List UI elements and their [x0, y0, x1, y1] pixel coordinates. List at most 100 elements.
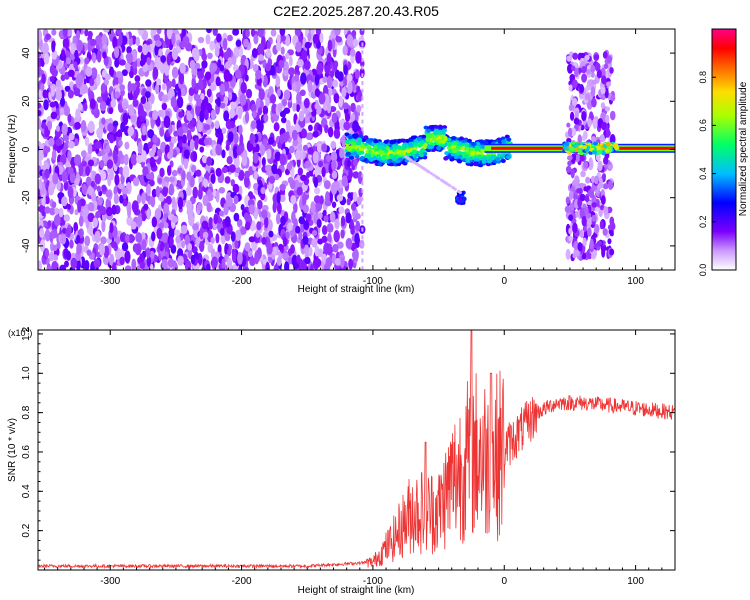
carrier-blob: [582, 145, 588, 150]
noise-cell: [127, 80, 132, 94]
noise-cell: [160, 55, 167, 63]
noise-cell: [316, 218, 322, 228]
noise-cell: [326, 223, 334, 233]
noise-cell: [223, 203, 229, 216]
noise-cell: [155, 185, 161, 198]
noise-cell: [168, 183, 174, 196]
noise-cell: [304, 265, 309, 270]
noise-cell: [197, 119, 203, 133]
noise-cell: [319, 32, 324, 44]
carrier-cell: [463, 154, 469, 159]
noise-cell: [146, 56, 151, 66]
noise-cell: [310, 29, 315, 37]
noise-cell: [202, 194, 209, 207]
noise-cell: [226, 155, 233, 165]
carrier-cell: [425, 137, 431, 142]
noise-cell: [355, 220, 361, 232]
band-cell: [585, 68, 592, 75]
noise-cell: [231, 92, 237, 102]
noise-cell: [240, 203, 245, 211]
band-cell: [586, 227, 592, 237]
noise-cell: [96, 96, 103, 103]
noise-cell: [354, 232, 360, 245]
noise-cell: [303, 115, 310, 124]
noise-cell: [307, 80, 313, 93]
noise-cell: [112, 225, 118, 239]
noise-cell: [113, 193, 120, 205]
noise-cell: [121, 242, 129, 252]
noise-cell: [268, 230, 274, 238]
noise-cell: [275, 212, 281, 225]
noise-cell: [61, 196, 68, 207]
noise-cell: [313, 187, 321, 195]
noise-cell: [224, 216, 231, 228]
noise-cell: [165, 195, 172, 205]
noise-cell: [127, 104, 135, 117]
noise-cell: [205, 34, 211, 45]
trail-cell: [361, 65, 364, 70]
x-tick-label: -200: [232, 576, 252, 587]
noise-cell: [240, 81, 247, 94]
noise-cell: [94, 230, 101, 244]
noise-cell: [61, 123, 68, 136]
noise-cell: [78, 215, 84, 227]
noise-cell: [68, 132, 75, 141]
noise-cell: [257, 199, 263, 210]
noise-cell: [352, 191, 358, 202]
noise-cell: [180, 224, 188, 235]
noise-cell: [171, 66, 179, 79]
noise-cell: [163, 202, 170, 214]
noise-cell: [111, 204, 117, 216]
noise-cell: [177, 255, 184, 266]
noise-cell: [55, 138, 62, 147]
band-cell: [577, 134, 582, 145]
noise-cell: [226, 34, 233, 42]
noise-cell: [298, 110, 305, 122]
noise-cell: [186, 104, 192, 112]
carrier-cell: [450, 152, 456, 157]
noise-cell: [298, 216, 305, 225]
noise-cell: [223, 110, 230, 122]
noise-cell: [226, 257, 233, 270]
noise-cell: [170, 136, 178, 144]
noise-cell: [237, 251, 243, 265]
band-cell: [570, 168, 575, 179]
noise-cell: [152, 134, 158, 144]
noise-cell: [237, 169, 245, 181]
noise-cell: [218, 186, 226, 194]
noise-cell: [350, 48, 356, 57]
band-cell: [596, 240, 602, 246]
noise-cell: [192, 223, 199, 231]
carrier-cell: [468, 147, 474, 152]
noise-cell: [108, 66, 115, 77]
carrier-cell: [391, 139, 397, 144]
noise-cell: [73, 86, 81, 97]
noise-cell: [101, 184, 107, 192]
trail-cell: [361, 96, 364, 101]
band-cell: [570, 65, 576, 72]
noise-cell: [114, 173, 120, 186]
carrier-cell: [416, 136, 422, 141]
noise-cell: [265, 164, 272, 173]
noise-cell: [261, 157, 266, 167]
noise-cell: [261, 237, 267, 245]
colorbar-tick-label: 0.6: [698, 119, 708, 132]
noise-cell: [271, 246, 278, 255]
noise-cell: [221, 149, 226, 159]
band-cell: [602, 228, 608, 236]
noise-cell: [211, 256, 218, 268]
noise-cell: [231, 54, 237, 66]
noise-cell: [181, 134, 187, 144]
noise-cell: [38, 260, 42, 270]
noise-cell: [313, 176, 319, 188]
noise-cell: [188, 215, 195, 227]
noise-cell: [219, 83, 226, 96]
noise-cell: [352, 120, 360, 133]
figure-title: C2E2.2025.287.20.43.R05: [273, 3, 439, 19]
noise-cell: [197, 36, 205, 44]
noise-cell: [83, 102, 88, 112]
noise-cell: [41, 193, 46, 207]
noise-cell: [256, 221, 262, 231]
trail-cell: [361, 165, 364, 170]
noise-cell: [336, 241, 344, 249]
